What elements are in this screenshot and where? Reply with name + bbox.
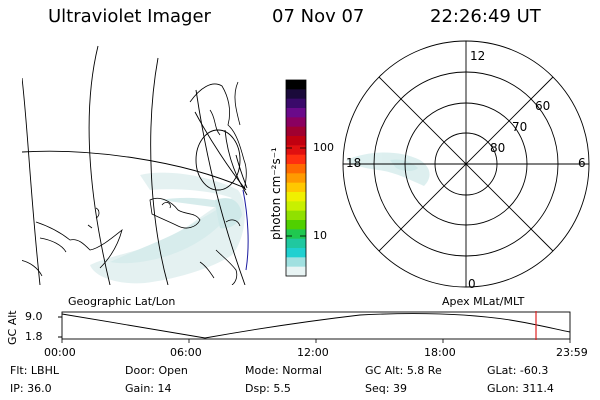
mlt-label-6: 6 xyxy=(578,156,586,170)
color-scale-segment xyxy=(286,182,306,193)
dsp-info: Dsp: 5.5 xyxy=(245,382,291,395)
color-scale-segment xyxy=(286,164,306,174)
mlat-label-80: 80 xyxy=(490,141,505,155)
colorbar-unit-label: photon cm⁻²s⁻¹ xyxy=(269,147,283,240)
color-scale-segment xyxy=(286,220,306,230)
ip-info: IP: 36.0 xyxy=(10,382,52,395)
color-scale-segment xyxy=(286,108,306,118)
color-scale-segment xyxy=(286,154,306,165)
color-scale-segment xyxy=(286,173,306,184)
mode-info: Mode: Normal xyxy=(245,364,322,377)
colorbar-tick-10: 10 xyxy=(313,229,327,242)
mlt-label-12: 12 xyxy=(470,49,485,63)
color-scale-segment xyxy=(286,145,306,156)
orbit-x-tick-3: 18:00 xyxy=(424,346,456,359)
orbit-x-tick-2: 12:00 xyxy=(297,346,329,359)
orbit-plot-frame xyxy=(61,311,571,340)
polar-plot: 12 0 18 6 60 70 80 xyxy=(342,40,590,291)
terminator-line xyxy=(242,189,249,271)
mlat-label-60: 60 xyxy=(535,99,550,113)
map-grid xyxy=(22,45,248,285)
orbit-y-label: GC Alt xyxy=(6,310,19,345)
color-scale-segment xyxy=(286,89,306,100)
date-label: 07 Nov 07 xyxy=(272,6,365,27)
gain-info: Gain: 14 xyxy=(125,382,172,395)
coastlines xyxy=(22,81,247,285)
seq-info: Seq: 39 xyxy=(365,382,407,395)
color-scale-segment xyxy=(286,117,306,128)
color-scale-segment xyxy=(286,80,306,90)
color-scale-segment xyxy=(286,210,306,221)
aurora-emission-polar xyxy=(346,152,430,186)
orbit-x-tick-1: 06:00 xyxy=(170,346,202,359)
glon-info: GLon: 311.4 xyxy=(487,382,554,395)
time-label: 22:26:49 UT xyxy=(430,6,541,27)
color-scale-segment xyxy=(286,98,306,109)
colorbar-tick-100: 100 xyxy=(313,141,334,154)
color-scale-segment xyxy=(286,248,306,258)
glat-info: GLat: -60.3 xyxy=(487,364,549,377)
filter-info: Flt: LBHL xyxy=(10,364,59,377)
color-scale-segment xyxy=(286,126,306,137)
orbit-altitude-plot: 9.0 1.8 GC Alt xyxy=(6,310,571,345)
orbit-x-tick-4: 23:59 xyxy=(556,346,588,359)
door-info: Door: Open xyxy=(125,364,188,377)
color-scale-segment xyxy=(286,136,306,146)
altitude-curve xyxy=(61,313,571,339)
orbit-x-tick-0: 00:00 xyxy=(44,346,76,359)
color-scale-segment xyxy=(286,266,306,277)
orbit-y-tick-bottom: 1.8 xyxy=(25,330,43,343)
gc-alt-info: GC Alt: 5.8 Re xyxy=(365,364,442,377)
mlt-label-0: 0 xyxy=(468,277,476,291)
color-scale-segment xyxy=(286,229,306,240)
color-scale-segment xyxy=(286,257,306,268)
polar-caption: Apex MLat/MLT xyxy=(442,295,525,308)
color-scale-segment xyxy=(286,238,306,249)
color-scale-frame xyxy=(285,79,307,277)
map-caption: Geographic Lat/Lon xyxy=(68,295,176,308)
geographic-map xyxy=(22,45,249,285)
mlat-label-70: 70 xyxy=(512,120,527,134)
instrument-title: Ultraviolet Imager xyxy=(48,6,211,27)
orbit-y-tick-top: 9.0 xyxy=(25,310,43,323)
mlt-label-18: 18 xyxy=(346,156,361,170)
color-scale-segment xyxy=(286,201,306,212)
color-scale-segment xyxy=(286,192,306,202)
color-scale-bar xyxy=(286,80,306,277)
